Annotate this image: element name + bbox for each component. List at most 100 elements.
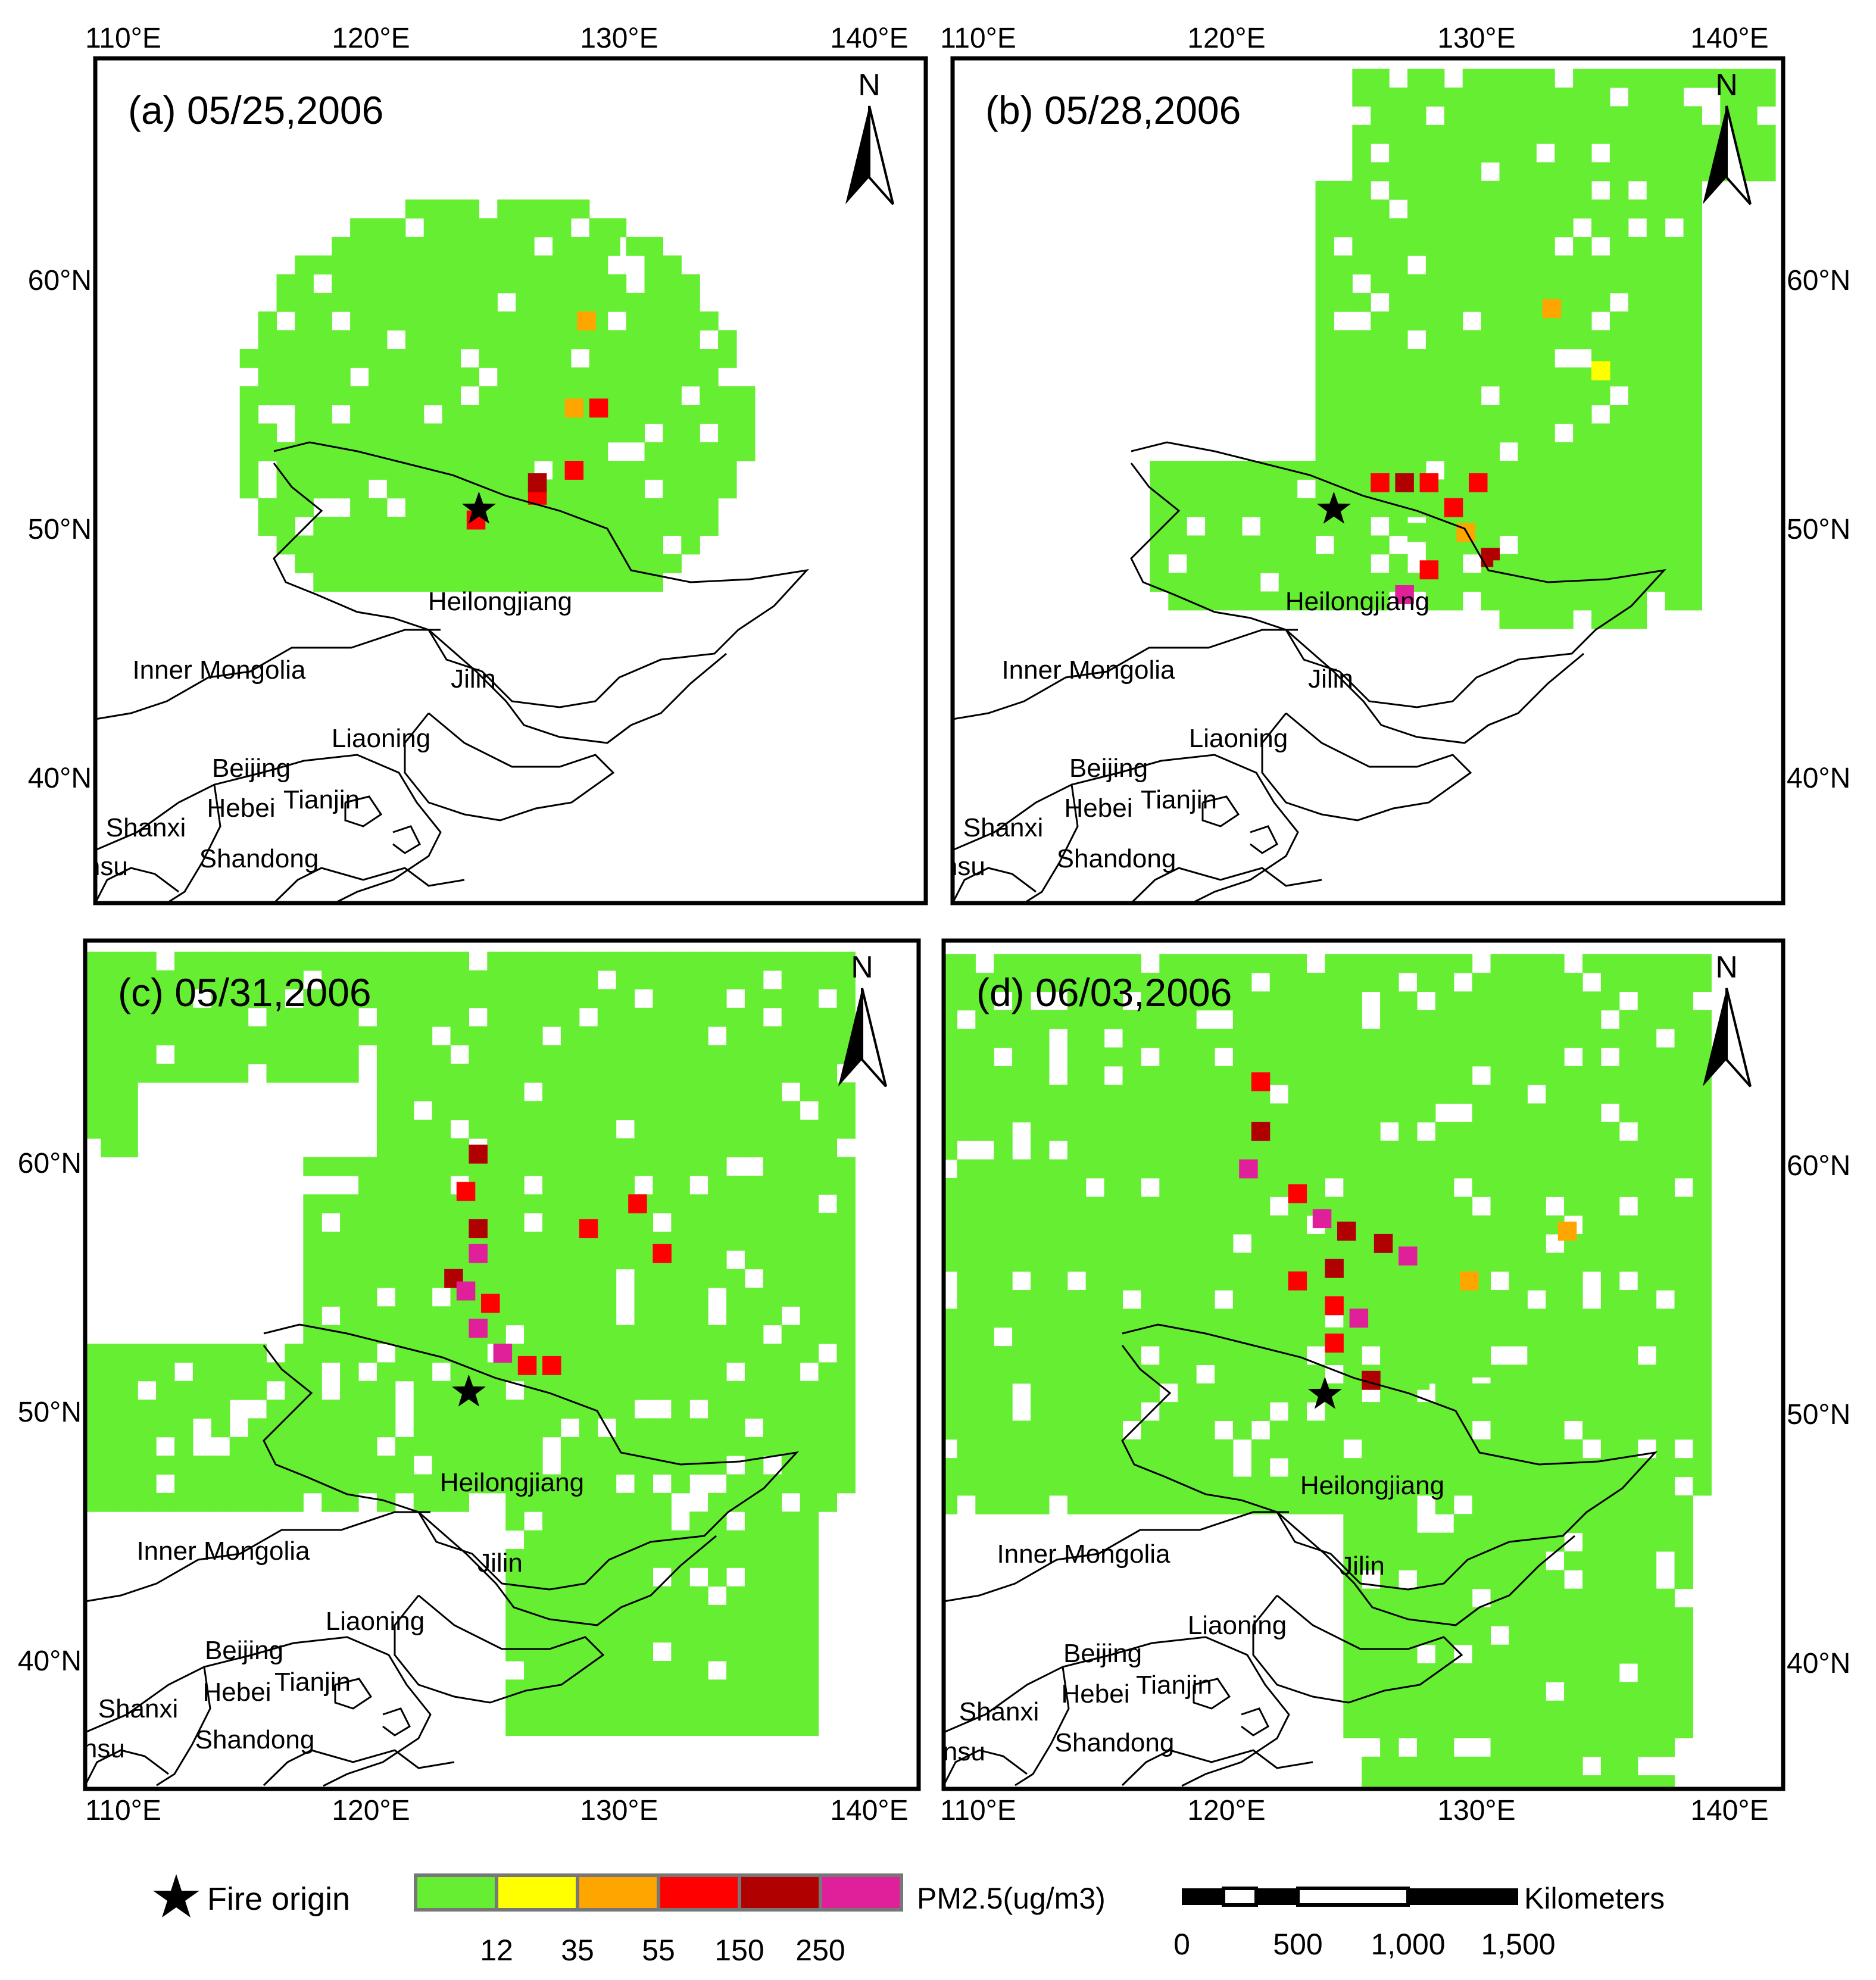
pm25-cell xyxy=(1527,1420,1546,1440)
pm25-cell xyxy=(1665,106,1684,126)
pm25-cell xyxy=(1435,973,1454,992)
pm25-cell xyxy=(1343,1719,1362,1738)
pm25-cell xyxy=(653,1194,672,1214)
pm25-cell xyxy=(597,1063,617,1083)
pm25-cell xyxy=(1012,1290,1031,1309)
pm25-cell xyxy=(1012,1103,1031,1123)
pm25-cell xyxy=(1527,1233,1546,1253)
pm25-cell xyxy=(505,1194,525,1214)
pm25-cell xyxy=(1435,1122,1454,1141)
pm25-cell xyxy=(1499,199,1518,219)
pm25-cell xyxy=(1196,1141,1215,1160)
pm25-cell xyxy=(174,1344,193,1363)
pm25-cell xyxy=(1251,1290,1271,1309)
pm25-cell xyxy=(1012,1178,1031,1197)
pm25-cell xyxy=(542,1288,561,1307)
pm25-cell xyxy=(1343,1532,1362,1552)
pm25-cell xyxy=(994,1476,1013,1496)
pm25-cell xyxy=(1619,1775,1638,1789)
pm25-cell xyxy=(1178,1346,1197,1365)
pm25-cell xyxy=(405,517,424,536)
pm25-cell xyxy=(1425,180,1445,200)
pm25-cell xyxy=(321,1288,341,1307)
pm25-cell xyxy=(1628,236,1647,256)
pm25-cell xyxy=(800,1586,819,1606)
pm25-cell xyxy=(800,1231,819,1251)
pm25-cell xyxy=(1141,1085,1160,1104)
pm25-cell xyxy=(800,1679,819,1699)
pm25-cell xyxy=(524,1194,543,1214)
pm25-cell xyxy=(376,1101,396,1120)
pm25-cell xyxy=(1085,1308,1105,1328)
pm25-cell xyxy=(1012,1085,1031,1104)
pm25-cell xyxy=(1637,1066,1657,1085)
pm25-cell xyxy=(1334,199,1353,219)
pm25-cell xyxy=(1371,311,1390,331)
pm25-cell xyxy=(944,1308,957,1328)
pm25-cell xyxy=(1656,1626,1675,1645)
pm25-cell xyxy=(85,1492,101,1512)
pm25-cell xyxy=(101,1400,120,1419)
pm25-cell xyxy=(1334,442,1353,461)
pm25-cell xyxy=(1334,274,1353,293)
pm25-cell xyxy=(1637,1476,1657,1496)
pm25-cell xyxy=(597,1082,617,1102)
pm25-cell xyxy=(975,1402,994,1421)
pm25-cell xyxy=(626,479,645,499)
pm25-cell xyxy=(1159,1495,1178,1514)
pm25-cell xyxy=(1555,330,1574,349)
pm25-cell xyxy=(505,1492,525,1512)
pm25-cell xyxy=(560,989,580,1008)
pm25-cell xyxy=(1656,954,1675,973)
pm25-cell xyxy=(442,573,461,592)
pm25-cell xyxy=(689,1344,708,1363)
pm25-cell xyxy=(597,1474,617,1494)
pm25-cell xyxy=(1665,479,1684,499)
pm25-cell xyxy=(836,1101,856,1120)
pm25-cell xyxy=(1085,1476,1105,1496)
pm25-cell xyxy=(836,1119,856,1139)
pm25-cell xyxy=(1048,1402,1068,1421)
pm25-cell xyxy=(1399,1663,1418,1682)
pm25-tick-labels: 12 35 55 150 250 xyxy=(480,1934,845,1967)
pm25-cell xyxy=(1555,591,1574,611)
pm25-cell xyxy=(303,1306,322,1326)
pm25-cell xyxy=(1527,954,1546,973)
pm25-cell xyxy=(663,274,682,293)
pm25-cell xyxy=(369,461,388,480)
pm25-cell xyxy=(671,1306,690,1326)
pm25-cell xyxy=(1315,311,1334,331)
pm25-cell xyxy=(332,479,351,499)
pm25-cell xyxy=(1104,1420,1123,1440)
pm25-cell xyxy=(1527,1738,1546,1757)
hebei-boundary xyxy=(95,754,442,903)
pm25-cell xyxy=(413,1082,433,1102)
pm25-cell xyxy=(1380,954,1399,973)
pm25-cell xyxy=(579,1400,598,1419)
pm25-cell xyxy=(1407,162,1426,182)
pm25-cell xyxy=(1582,1626,1602,1645)
tianjin-boundary xyxy=(392,825,421,854)
pm25-cell xyxy=(1416,1141,1436,1160)
pm25-cell xyxy=(589,442,608,461)
pm25-cell xyxy=(570,367,590,387)
pm25-cell xyxy=(1232,1420,1252,1440)
pm25-cell xyxy=(1380,1626,1399,1645)
province-label: Shandong xyxy=(199,844,319,873)
pm25-cell xyxy=(1048,1439,1068,1459)
pm25-tick-label: 55 xyxy=(642,1934,675,1967)
pm25-cell xyxy=(1582,1420,1602,1440)
pm25-cell xyxy=(1499,517,1518,536)
pm25-cell xyxy=(413,1362,433,1382)
pm25-cell xyxy=(607,461,627,480)
pm25-cell xyxy=(1628,88,1647,107)
pm25-cell xyxy=(1380,1271,1399,1291)
pm25-cell xyxy=(1683,255,1702,275)
pm25-cell xyxy=(1178,973,1197,992)
pm25-cell xyxy=(1178,1010,1197,1029)
pm25-cell xyxy=(1564,1794,1583,1813)
pm25-cell xyxy=(1215,1439,1234,1459)
pm25-cell xyxy=(1619,1570,1638,1589)
pm25-cell xyxy=(258,423,277,443)
pm25-cell xyxy=(1362,1159,1381,1179)
